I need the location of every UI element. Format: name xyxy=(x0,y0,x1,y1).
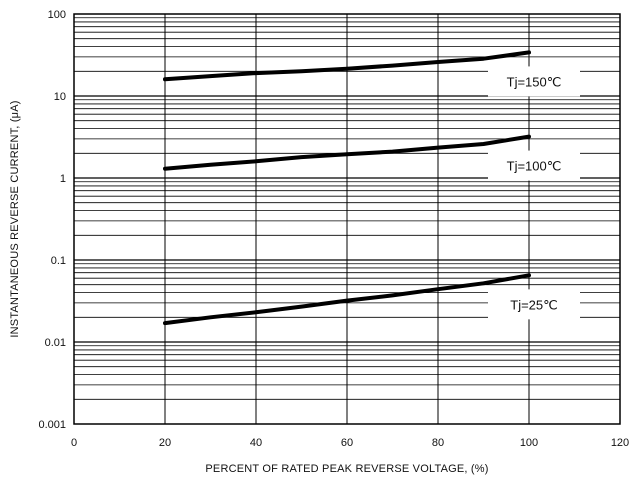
series-label-box xyxy=(488,289,580,320)
x-tick-label: 100 xyxy=(520,437,538,449)
y-tick-label: 0.001 xyxy=(38,419,66,431)
x-tick-labels: 0 20 40 60 80 100 120 xyxy=(71,437,629,449)
series-line xyxy=(163,273,531,326)
y-tick-label: 10 xyxy=(54,91,66,103)
series-label: Tj=25℃ xyxy=(488,289,580,320)
series-label: Tj=150℃ xyxy=(488,66,580,97)
series-line xyxy=(163,50,531,82)
series-lines xyxy=(163,50,531,326)
x-tick-label: 60 xyxy=(341,437,353,449)
series-label-text: Tj=150℃ xyxy=(507,74,562,89)
x-tick-label: 40 xyxy=(250,437,262,449)
y-tick-label: 0.1 xyxy=(51,255,66,267)
y-axis-title: INSTANTANEOUS REVERSE CURRENT, (μA) xyxy=(9,100,21,337)
series-label-text: Tj=100℃ xyxy=(507,159,562,174)
y-tick-label: 1 xyxy=(60,173,66,185)
series-label-text: Tj=25℃ xyxy=(510,297,557,312)
x-tick-label: 20 xyxy=(159,437,171,449)
y-tick-label: 0.01 xyxy=(45,337,66,349)
y-tick-labels: 0.001 0.01 0.1 1 10 100 xyxy=(38,9,66,431)
x-tick-label: 120 xyxy=(611,437,629,449)
series-label: Tj=100℃ xyxy=(488,150,580,181)
series-label-box xyxy=(488,66,580,97)
y-tick-label: 100 xyxy=(48,9,66,21)
series-label-box xyxy=(488,150,580,181)
x-tick-label: 0 xyxy=(71,437,77,449)
series-labels: Tj=150℃ Tj=100℃ Tj=25℃ xyxy=(488,66,580,320)
x-tick-label: 80 xyxy=(432,437,444,449)
series-line xyxy=(163,134,531,171)
x-axis-title: PERCENT OF RATED PEAK REVERSE VOLTAGE, (… xyxy=(205,463,488,475)
